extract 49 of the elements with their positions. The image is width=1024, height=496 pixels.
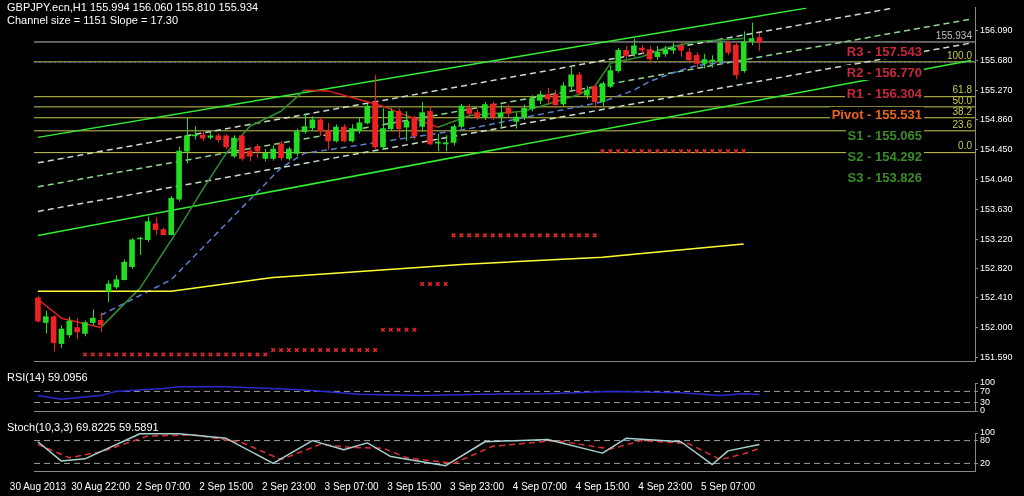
annotation: S3 - 153.826 [845,170,924,185]
x-tick-label: 4 Sep 15:00 [575,480,630,492]
chart-title: Stoch(10,3,3) 69.8225 59.5891 [6,421,160,433]
x-tick-label: 30 Aug 2013 [9,480,67,492]
x-tick-label: 30 Aug 22:00 [71,480,131,492]
y-tick-label: 153.630 [980,203,1013,214]
y-tick-label: 155.270 [980,84,1013,95]
x-tick-label: 2 Sep 23:00 [261,480,317,492]
y-tick-label: 153.220 [980,233,1013,244]
chart-title: RSI(14) 59.0956 [6,371,89,383]
x-tick-label: 3 Sep 23:00 [450,480,505,492]
y-tick-label: 0 [980,405,986,416]
y-tick-label: 154.860 [980,114,1013,125]
y-tick-label: 155.680 [980,54,1013,65]
x-tick-label: 3 Sep 15:00 [387,480,442,492]
y-tick-label: 152.410 [980,292,1013,303]
x-tick-label: 2 Sep 07:00 [136,480,191,492]
x-tick-label: 5 Sep 07:00 [701,480,756,492]
chart-title: GBPJPY.ecn,H1 155.994 156.060 155.810 155.934 [6,1,260,13]
y-tick-label: 70 [980,385,991,396]
ref-line-label: 155.934 [935,29,973,41]
annotation: Pivot - 155.531 [829,107,924,122]
y-tick-label: 152.820 [980,262,1013,273]
x-tick-label: 4 Sep 07:00 [512,480,568,492]
annotation: S2 - 154.292 [845,149,924,164]
x-tick-label: 2 Sep 15:00 [199,480,254,492]
annotation: R3 - 157.543 [844,44,924,59]
y-tick-label: 100 [980,377,996,388]
x-tick-label: 4 Sep 23:00 [638,480,693,492]
annotation: 23.6 [952,118,973,130]
annotation: 100.0 [946,49,973,61]
annotation: 0.0 [958,140,973,152]
annotation: 50.0 [952,94,973,106]
annotation: S1 - 155.065 [845,128,924,143]
annotation: 38.2 [952,105,973,117]
y-tick-label: 151.590 [980,351,1013,362]
annotation: R1 - 156.304 [844,86,924,101]
text: Channel size = 1151 Slope = 17.30 [6,14,180,26]
y-tick-label: 152.000 [980,322,1013,333]
y-tick-label: 20 [980,457,991,468]
annotation: 61.8 [952,84,973,96]
annotation: R2 - 156.770 [844,65,924,80]
x-tick-label: 3 Sep 07:00 [324,480,379,492]
y-tick-label: 30 [980,397,991,408]
y-tick-label: 80 [980,435,991,446]
y-tick-label: 156.090 [980,25,1013,36]
y-tick-label: 154.040 [980,173,1013,184]
y-tick-label: 100 [980,427,996,438]
y-tick-label: 154.450 [980,144,1013,155]
